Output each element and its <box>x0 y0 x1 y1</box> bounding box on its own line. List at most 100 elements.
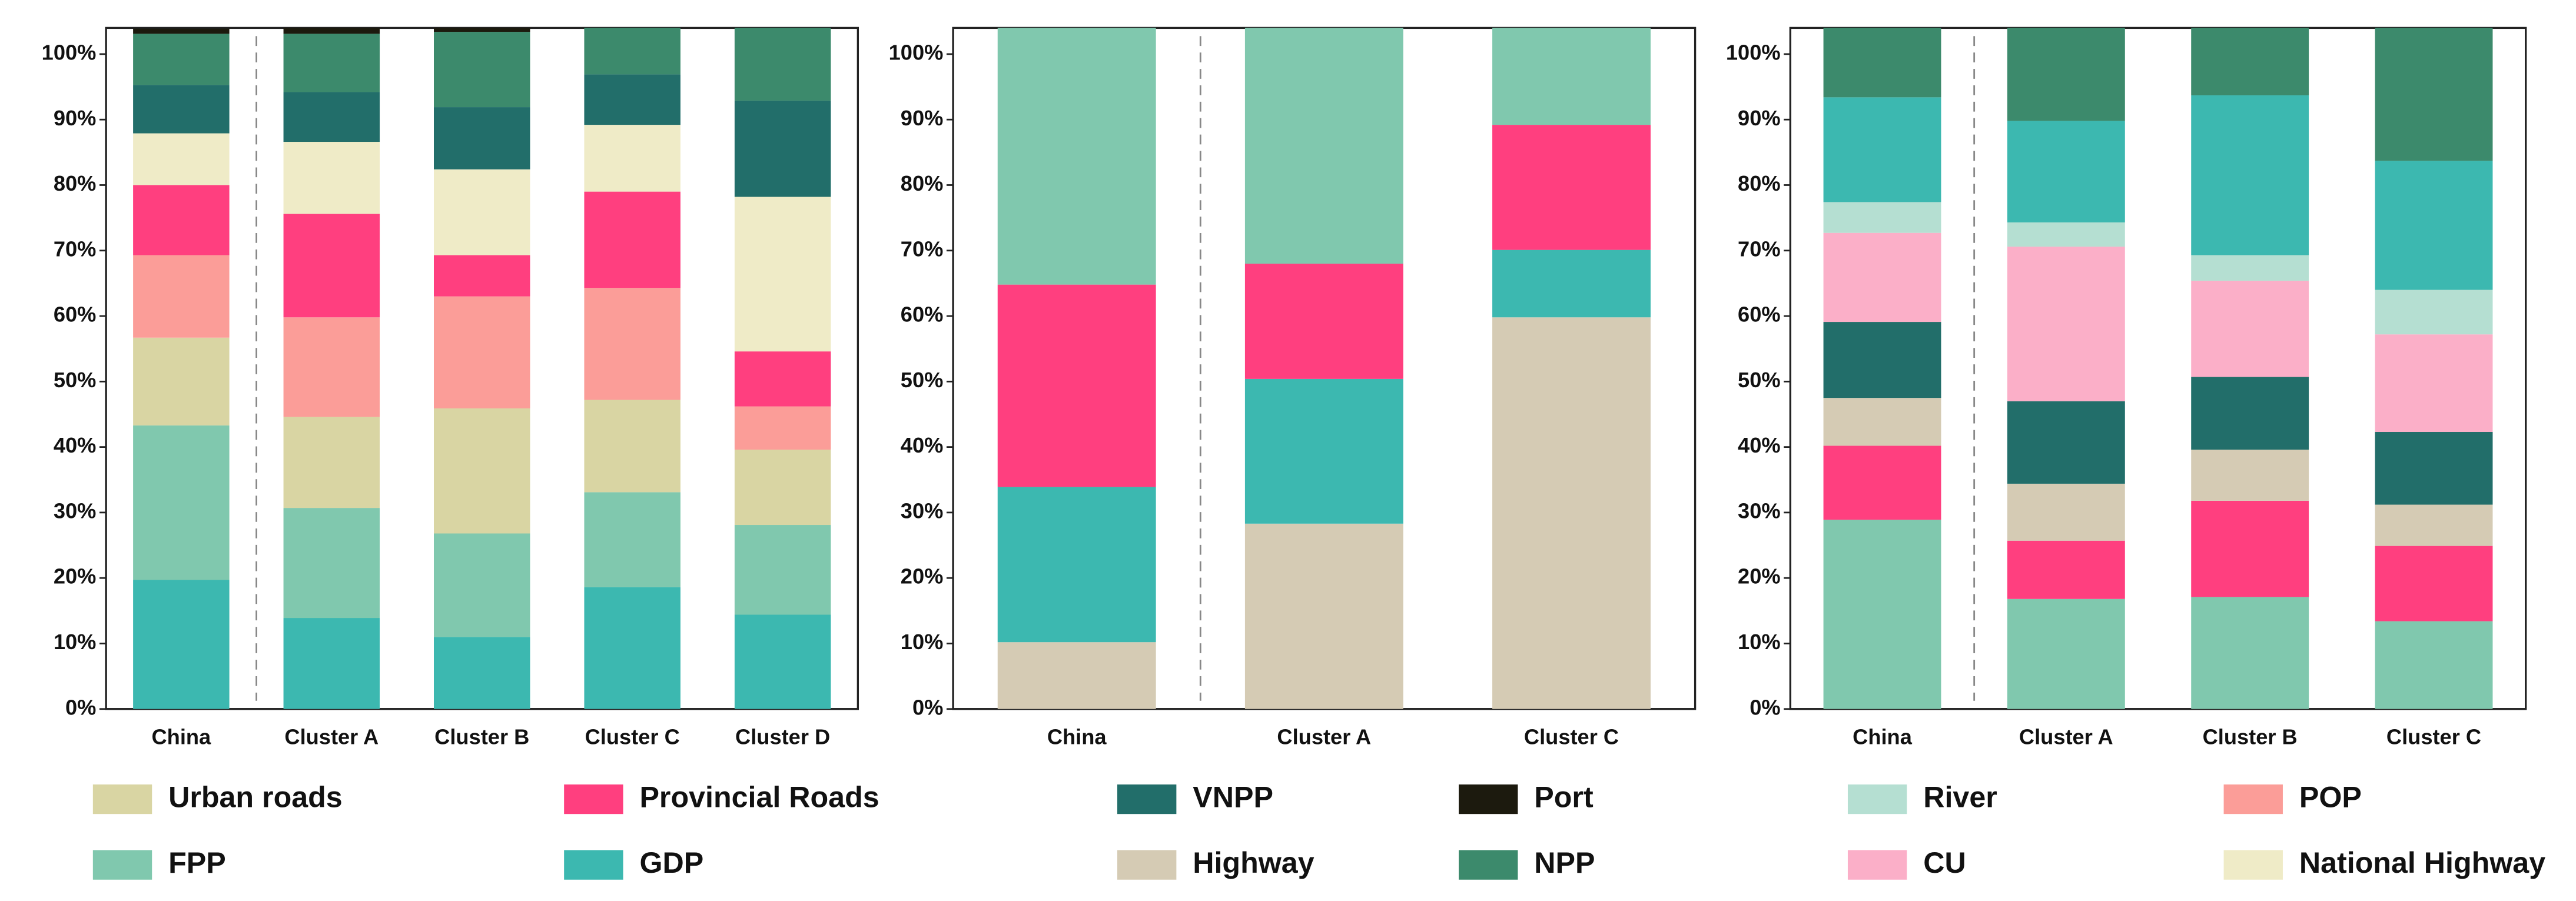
bar-segment <box>2007 599 2125 709</box>
bar-segment <box>434 533 530 637</box>
y-tick-label: 50% <box>54 368 97 392</box>
y-tick-label: 100% <box>42 40 97 64</box>
x-tick-label: China <box>1047 724 1107 749</box>
y-tick-label: 10% <box>901 630 944 654</box>
bar-segment <box>434 32 530 108</box>
bar-segment <box>997 487 1156 643</box>
bar-segment <box>584 587 680 709</box>
bar-segment <box>2191 255 2309 281</box>
bar-segment <box>133 28 230 34</box>
x-tick-label: China <box>1853 724 1913 749</box>
bar-segment <box>2007 247 2125 401</box>
y-tick-label: 30% <box>901 498 944 523</box>
x-tick-label: Cluster A <box>2019 724 2113 749</box>
bar-segment <box>434 169 530 255</box>
bar-segment <box>1823 28 1941 98</box>
bar-segment <box>2007 401 2125 484</box>
legend-swatch <box>1117 784 1177 814</box>
bar-segment <box>2007 540 2125 599</box>
y-tick-label: 0% <box>65 695 96 719</box>
y-tick-label: 60% <box>54 302 97 327</box>
bar-segment <box>133 85 230 134</box>
x-tick-label: Cluster C <box>2386 724 2481 749</box>
bar-segment <box>734 525 831 615</box>
y-tick-label: 20% <box>901 564 944 589</box>
bar-segment <box>2375 161 2493 290</box>
bar-segment <box>1823 398 1941 446</box>
bar-segment <box>283 618 380 709</box>
legend-label: NPP <box>1534 846 1595 879</box>
bar-segment <box>1823 520 1941 709</box>
bar-segment <box>133 580 230 709</box>
bar-segment <box>434 637 530 709</box>
y-tick-label: 40% <box>1738 433 1781 457</box>
bar-segment <box>584 288 680 400</box>
bar-segment <box>1492 125 1651 250</box>
bar-segment <box>2007 483 2125 541</box>
x-tick-label: Cluster A <box>1277 724 1371 749</box>
y-tick-label: 100% <box>1726 40 1781 64</box>
bar-segment <box>2007 121 2125 222</box>
y-tick-label: 30% <box>54 498 97 523</box>
bar-segment <box>2191 95 2309 255</box>
x-tick-label: Cluster A <box>284 724 379 749</box>
x-tick-label: Cluster B <box>434 724 529 749</box>
bar-segment <box>434 28 530 32</box>
y-tick-label: 0% <box>1750 695 1780 719</box>
legend-swatch <box>2223 784 2283 814</box>
y-tick-label: 70% <box>54 237 97 261</box>
y-tick-label: 40% <box>54 433 97 457</box>
legend-swatch <box>92 784 152 814</box>
bar-segment <box>2007 222 2125 247</box>
x-tick-label: China <box>152 724 212 749</box>
bar-segment <box>734 100 831 197</box>
legend-swatch <box>1117 850 1177 880</box>
legend-swatch <box>92 850 152 880</box>
y-tick-label: 90% <box>901 106 944 130</box>
bar-segment <box>997 28 1156 285</box>
bar-segment <box>1492 250 1651 318</box>
y-tick-label: 80% <box>1738 171 1781 195</box>
y-tick-label: 60% <box>901 302 944 327</box>
plot-frame <box>1789 26 2527 710</box>
y-tick-label: 10% <box>54 630 97 654</box>
legend-label: National Highway <box>2299 846 2545 879</box>
legend-label: CU <box>1923 846 1966 879</box>
bar-segment <box>283 317 380 417</box>
bar-segment <box>734 351 831 407</box>
bar-segment <box>997 642 1156 709</box>
bar-segment <box>734 197 831 352</box>
legend-label: GDP <box>639 846 703 879</box>
bar-segment <box>133 255 230 338</box>
bar-segment <box>133 185 230 255</box>
bar-segment <box>2375 28 2493 161</box>
y-tick-label: 40% <box>901 433 944 457</box>
bar-segment <box>584 125 680 192</box>
y-tick-label: 80% <box>54 171 97 195</box>
y-tick-label: 30% <box>1738 498 1781 523</box>
bar-segment <box>133 425 230 580</box>
bar-segment <box>283 214 380 318</box>
legend-label: River <box>1923 780 1997 813</box>
bar-segment <box>1823 232 1941 323</box>
y-tick-label: 60% <box>1738 302 1781 327</box>
bar-segment <box>1492 28 1651 125</box>
y-tick-label: 50% <box>1738 368 1781 392</box>
bar-segment <box>734 450 831 526</box>
bar-segment <box>2375 334 2493 433</box>
bar-segment <box>584 191 680 288</box>
bar-segment <box>2375 504 2493 546</box>
y-tick-label: 20% <box>1738 564 1781 589</box>
bar-segment <box>1823 202 1941 233</box>
bar-segment <box>2191 377 2309 450</box>
bar-segment <box>434 296 530 408</box>
y-tick-label: 0% <box>912 695 943 719</box>
bar-segment <box>2375 290 2493 335</box>
bar-segment <box>283 28 380 34</box>
bar-segment <box>584 492 680 587</box>
x-tick-label: Cluster C <box>585 724 680 749</box>
bar-segment <box>1823 322 1941 398</box>
y-tick-label: 100% <box>889 40 944 64</box>
